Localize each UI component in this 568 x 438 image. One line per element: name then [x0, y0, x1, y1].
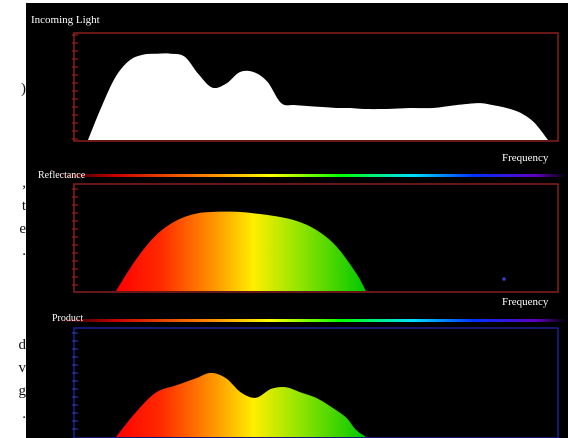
- area-incoming-light: [88, 53, 548, 140]
- tick-marks-product: [72, 332, 78, 430]
- chart-title-product: Product: [52, 313, 83, 324]
- spectrum-bar-1: [56, 174, 566, 177]
- text-fragment-2: ,: [22, 175, 26, 191]
- spectrum-figure: Incoming Light Frequency Reflectance Fre…: [26, 3, 568, 438]
- panel-incoming-light: Incoming Light Frequency: [31, 14, 559, 164]
- text-fragment-3: t: [21, 198, 26, 214]
- text-fragment-7: v: [18, 360, 27, 376]
- spectrum-charts: Incoming Light Frequency Reflectance Fre…: [31, 14, 566, 438]
- chart-title-reflectance: Reflectance: [38, 170, 86, 181]
- x-axis-label-incoming-light: Frequency: [502, 152, 549, 164]
- plot-frame-reflectance: [73, 183, 559, 293]
- area-product: [116, 372, 366, 437]
- text-fragment-5: .: [22, 243, 26, 259]
- chart-title-incoming-light: Incoming Light: [31, 14, 100, 26]
- stray-dot: [502, 277, 506, 281]
- text-fragment-8: g: [18, 383, 27, 399]
- tick-marks-incoming-light: [72, 34, 78, 140]
- spectrum-bar-2: [56, 319, 566, 322]
- x-axis-label-reflectance: Frequency: [502, 296, 549, 308]
- plot-frame-product: [73, 327, 559, 438]
- text-fragment-9: .: [22, 406, 26, 422]
- text-fragment-1: ): [21, 81, 26, 97]
- text-fragment-4: e: [19, 221, 26, 237]
- text-fragment-6: d: [18, 337, 27, 353]
- plot-frame-incoming-light: [73, 32, 559, 142]
- tick-marks-reflectance: [72, 188, 78, 286]
- panel-reflectance: Reflectance Frequency: [38, 170, 559, 308]
- area-reflectance: [116, 211, 366, 291]
- panel-product: Product: [52, 313, 559, 438]
